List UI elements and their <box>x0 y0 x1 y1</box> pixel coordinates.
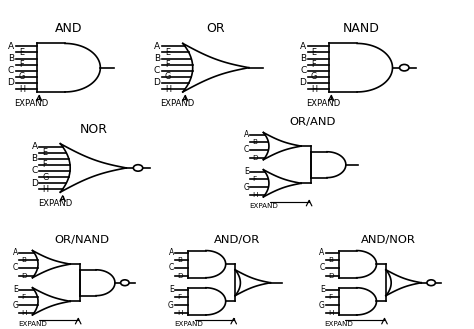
Text: F: F <box>253 176 257 183</box>
Circle shape <box>427 280 436 286</box>
Text: G: G <box>243 183 249 192</box>
Text: NOR: NOR <box>79 123 107 136</box>
Text: EXPAND: EXPAND <box>160 99 194 108</box>
Text: EXPAND: EXPAND <box>18 321 47 327</box>
Text: D: D <box>7 78 14 88</box>
Text: E: E <box>19 48 24 57</box>
Text: D: D <box>328 273 334 279</box>
Text: B: B <box>154 54 160 63</box>
Text: EXPAND: EXPAND <box>325 321 354 327</box>
Text: G: G <box>19 72 25 81</box>
Text: H: H <box>311 85 317 93</box>
Text: H: H <box>22 310 27 316</box>
Text: H: H <box>177 310 182 316</box>
Text: B: B <box>300 54 306 63</box>
Text: B: B <box>253 139 257 145</box>
Text: B: B <box>8 54 14 63</box>
Text: G: G <box>319 301 325 310</box>
Text: OR: OR <box>207 22 225 35</box>
Text: D: D <box>253 155 258 161</box>
Text: G: G <box>12 301 18 310</box>
Text: OR/AND: OR/AND <box>290 117 336 127</box>
Text: C: C <box>319 264 325 272</box>
Text: E: E <box>42 148 47 157</box>
Text: H: H <box>19 85 25 93</box>
Text: G: G <box>311 72 318 81</box>
Text: H: H <box>328 310 333 316</box>
Text: D: D <box>177 273 183 279</box>
Text: B: B <box>177 257 182 263</box>
Text: A: A <box>32 142 37 151</box>
Text: B: B <box>328 257 333 263</box>
Text: F: F <box>328 294 332 300</box>
Text: E: E <box>165 48 170 57</box>
Circle shape <box>400 64 409 71</box>
Text: C: C <box>169 264 174 272</box>
Text: B: B <box>32 154 37 163</box>
Circle shape <box>133 165 143 171</box>
Text: OR/NAND: OR/NAND <box>55 235 109 245</box>
Text: EXPAND: EXPAND <box>37 199 72 208</box>
Text: D: D <box>22 273 27 279</box>
Text: EXPAND: EXPAND <box>14 99 48 108</box>
Text: AND: AND <box>55 22 82 35</box>
Text: A: A <box>319 248 325 257</box>
Text: G: G <box>165 72 171 81</box>
Text: C: C <box>154 66 160 75</box>
Text: D: D <box>31 179 37 188</box>
Text: E: E <box>245 167 249 176</box>
Text: A: A <box>244 130 249 139</box>
Text: F: F <box>177 294 181 300</box>
Text: F: F <box>22 294 26 300</box>
Text: F: F <box>19 60 23 69</box>
Text: C: C <box>8 66 14 75</box>
Text: F: F <box>42 160 47 169</box>
Text: G: G <box>168 301 174 310</box>
Text: A: A <box>169 248 174 257</box>
Text: EXPAND: EXPAND <box>174 321 203 327</box>
Text: A: A <box>8 42 14 51</box>
Text: B: B <box>22 257 27 263</box>
Text: H: H <box>165 85 171 93</box>
Text: C: C <box>13 264 18 272</box>
Text: A: A <box>300 42 306 51</box>
Text: C: C <box>300 66 306 75</box>
Text: E: E <box>14 285 18 294</box>
Text: C: C <box>31 166 37 175</box>
Text: D: D <box>300 78 306 88</box>
Text: E: E <box>169 285 174 294</box>
Text: AND/NOR: AND/NOR <box>361 235 416 245</box>
Text: A: A <box>154 42 160 51</box>
Text: AND/OR: AND/OR <box>214 235 261 245</box>
Text: F: F <box>311 60 316 69</box>
Text: F: F <box>165 60 170 69</box>
Text: G: G <box>42 173 49 182</box>
Text: A: A <box>13 248 18 257</box>
Text: E: E <box>311 48 316 57</box>
Text: H: H <box>253 192 258 198</box>
Text: C: C <box>244 145 249 154</box>
Text: D: D <box>153 78 160 88</box>
Text: EXPAND: EXPAND <box>249 203 278 209</box>
Text: H: H <box>42 185 48 194</box>
Text: E: E <box>320 285 325 294</box>
Circle shape <box>120 280 129 286</box>
Text: EXPAND: EXPAND <box>306 99 340 108</box>
Text: NAND: NAND <box>342 22 379 35</box>
